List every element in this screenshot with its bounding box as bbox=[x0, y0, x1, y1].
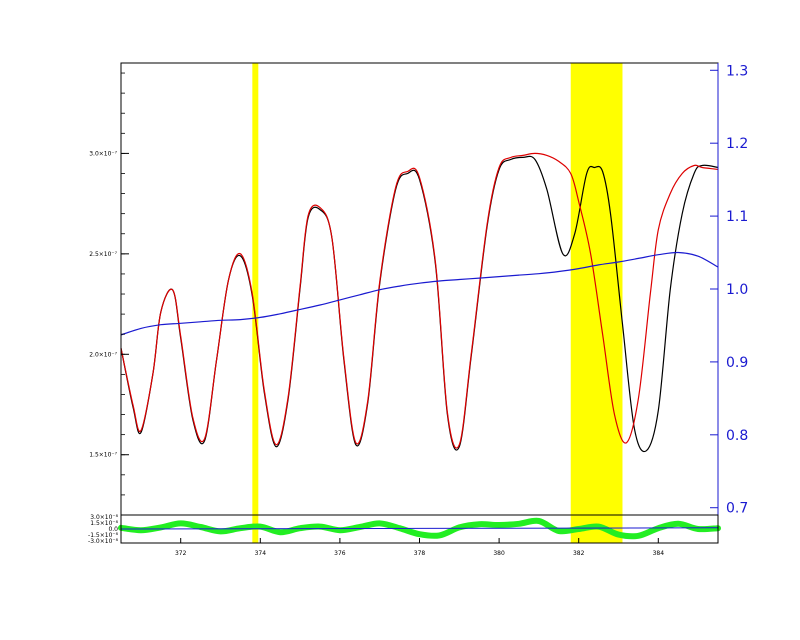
model-fit-line bbox=[120, 152, 719, 449]
ratio-line bbox=[120, 251, 719, 336]
residual-series-lines bbox=[118, 517, 721, 540]
highlight-band-2 bbox=[570, 63, 623, 543]
right-tick-label: 1.3 bbox=[726, 63, 748, 79]
residual-line bbox=[118, 517, 721, 540]
residual-tick-label: 0.0 bbox=[108, 526, 118, 533]
right-tick-label: 0.9 bbox=[726, 355, 748, 371]
x-tick-label: 384 bbox=[653, 550, 665, 557]
right-tick-label: 1.2 bbox=[726, 136, 748, 152]
x-tick-label: 378 bbox=[414, 550, 426, 557]
left-tick-label: 3.0×10⁻⁷ bbox=[89, 150, 117, 157]
left-tick-label: 1.5×10⁻⁷ bbox=[89, 452, 117, 459]
x-tick-label: 372 bbox=[175, 550, 187, 557]
axis-ticks: 1.5×10⁻⁷ 2.0×10⁻⁷ 2.5×10⁻⁷ 3.0×10⁻⁷ 0.7 0.8 0.… bbox=[88, 63, 748, 557]
x-tick-label: 382 bbox=[573, 550, 585, 557]
right-tick-label: 0.8 bbox=[726, 428, 748, 444]
residual-tick-label: 1.5×10⁻⁸ bbox=[90, 520, 118, 527]
left-tick-label: 2.0×10⁻⁷ bbox=[89, 351, 117, 358]
residual-zero-line bbox=[120, 527, 719, 530]
residual-tick-label: -3.0×10⁻⁸ bbox=[88, 538, 119, 545]
x-tick-label: 380 bbox=[493, 550, 505, 557]
right-tick-label: 0.7 bbox=[726, 501, 748, 517]
x-tick-label: 374 bbox=[255, 550, 267, 557]
left-tick-label: 2.5×10⁻⁷ bbox=[89, 251, 117, 258]
x-tick-label: 376 bbox=[334, 550, 346, 557]
residual-tick-label: -1.5×10⁻⁸ bbox=[88, 532, 119, 539]
highlight-bands bbox=[252, 63, 623, 543]
residual-tick-label: 3.0×10⁻⁸ bbox=[90, 514, 118, 521]
right-tick-label: 1.1 bbox=[726, 209, 748, 225]
right-tick-label: 1.0 bbox=[726, 282, 748, 298]
highlight-band-1 bbox=[252, 63, 259, 543]
main-series-lines bbox=[120, 152, 719, 453]
